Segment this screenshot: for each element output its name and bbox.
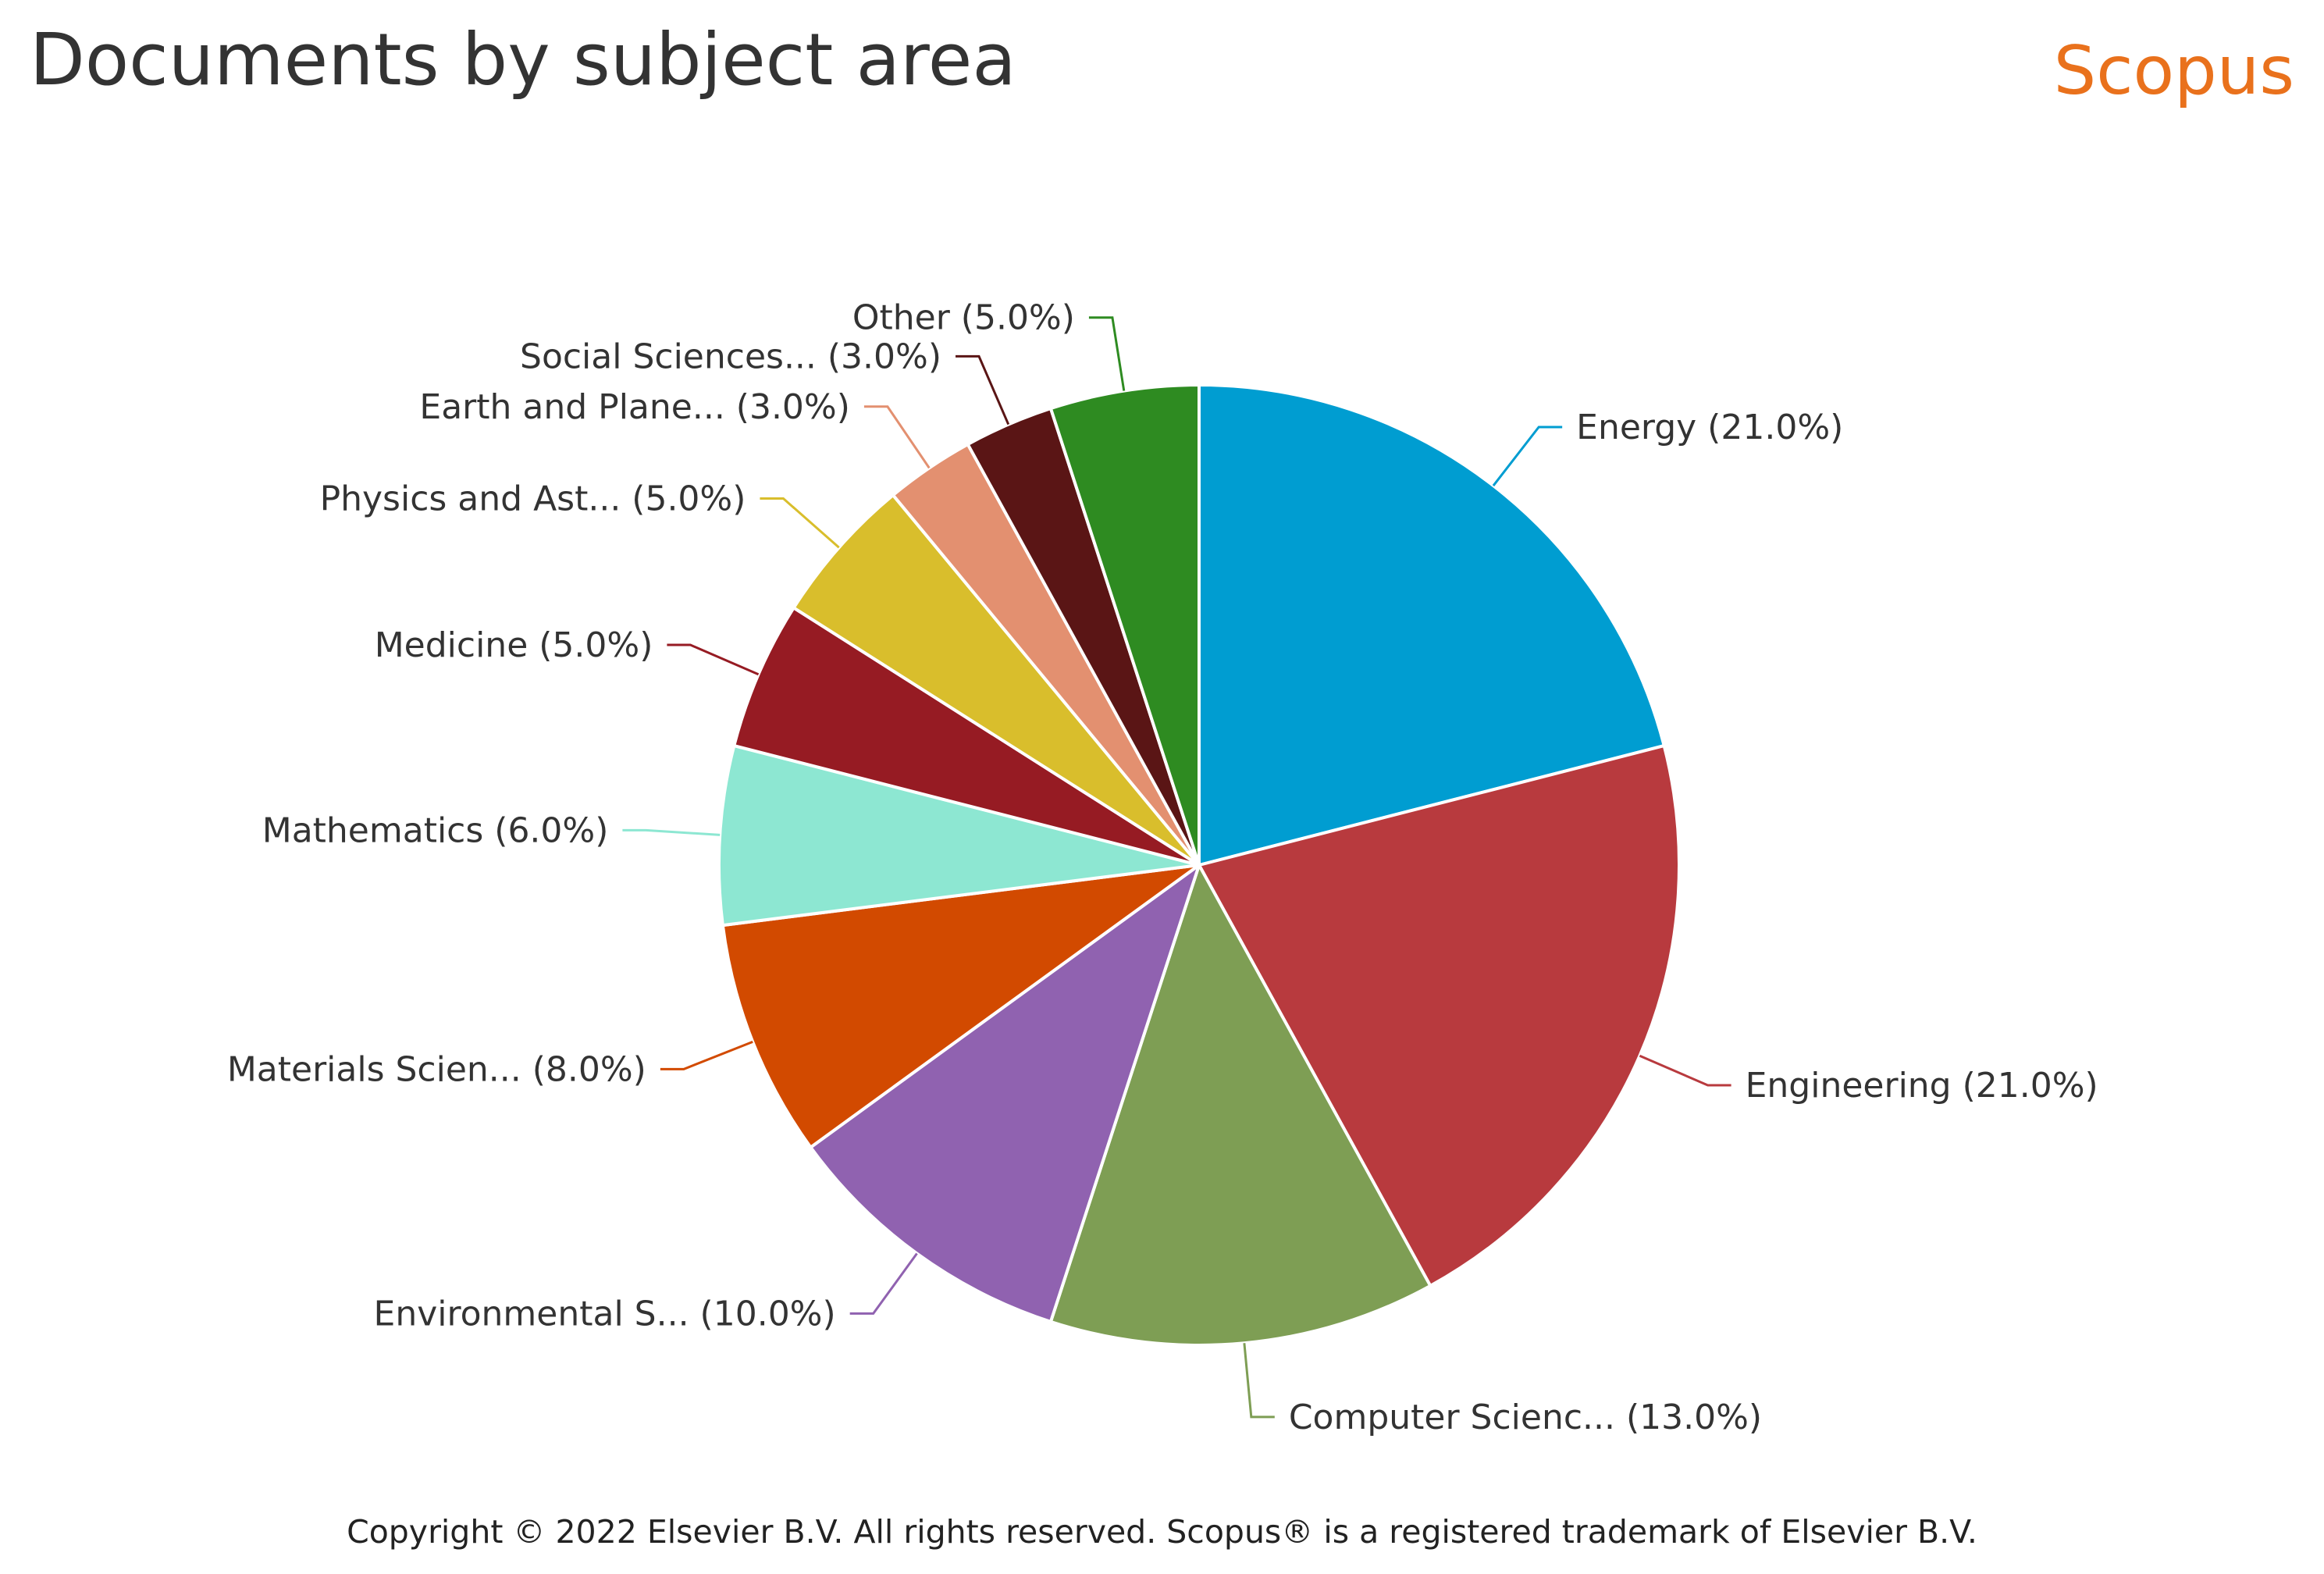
pie-slice-computer-scienc[interactable] (1048, 864, 1432, 1347)
leader-line-earth-and-plane (863, 405, 931, 469)
pie-slice-environmental-s[interactable] (809, 864, 1201, 1323)
slice-label-social-sciences: Social Sciences... (3.0%) (520, 337, 941, 376)
pie-slice-energy[interactable] (1198, 383, 1666, 867)
leader-line-mathematics (622, 828, 721, 836)
pie-slice-physics-and-ast[interactable] (792, 493, 1201, 867)
slice-label-materials-scien: Materials Scien... (8.0%) (227, 1049, 646, 1089)
pie-slice-engineering[interactable] (1198, 744, 1681, 1287)
slice-label-mathematics: Mathematics (6.0%) (262, 810, 609, 850)
leader-line-other (1088, 316, 1126, 391)
copyright-notice: Copyright © 2022 Elsevier B.V. All right… (347, 1513, 1977, 1551)
slice-label-physics-and-ast: Physics and Ast... (5.0%) (320, 479, 746, 518)
scopus-logo[interactable]: Scopus (2053, 32, 2294, 110)
leader-line-energy (1492, 426, 1563, 486)
slice-label-other: Other (5.0%) (852, 298, 1075, 338)
pie-slice-medicine[interactable] (732, 606, 1201, 867)
slice-label-medicine: Medicine (5.0%) (375, 625, 653, 665)
leader-line-social-sciences (956, 354, 1010, 426)
leader-line-environmental-s (849, 1252, 918, 1315)
pie-slice-materials-scien[interactable] (721, 864, 1201, 1149)
slice-labels: Energy (21.0%) Engineering (21.0%) Compute… (227, 298, 2098, 1437)
leader-line-materials-scien (660, 1041, 753, 1070)
slice-label-computer-scienc: Computer Scienc... (13.0%) (1289, 1398, 1762, 1437)
leader-lines (622, 316, 1731, 1419)
pie-slice-mathematics[interactable] (717, 744, 1201, 928)
leader-line-physics-and-ast (760, 497, 840, 549)
pie-slices (717, 383, 1681, 1347)
slice-label-energy: Energy (21.0%) (1576, 408, 1843, 447)
leader-line-computer-scienc (1243, 1343, 1275, 1419)
slice-label-environmental-s: Environmental S... (10.0%) (374, 1294, 836, 1334)
slice-label-engineering: Engineering (21.0%) (1746, 1066, 2098, 1106)
leader-line-medicine (667, 643, 760, 676)
chart-title: Documents by subject area (30, 18, 1016, 101)
pie-slice-other[interactable] (1048, 383, 1201, 867)
slice-label-earth-and-plane: Earth and Plane... (3.0%) (419, 387, 849, 427)
leader-line-engineering (1639, 1054, 1731, 1087)
